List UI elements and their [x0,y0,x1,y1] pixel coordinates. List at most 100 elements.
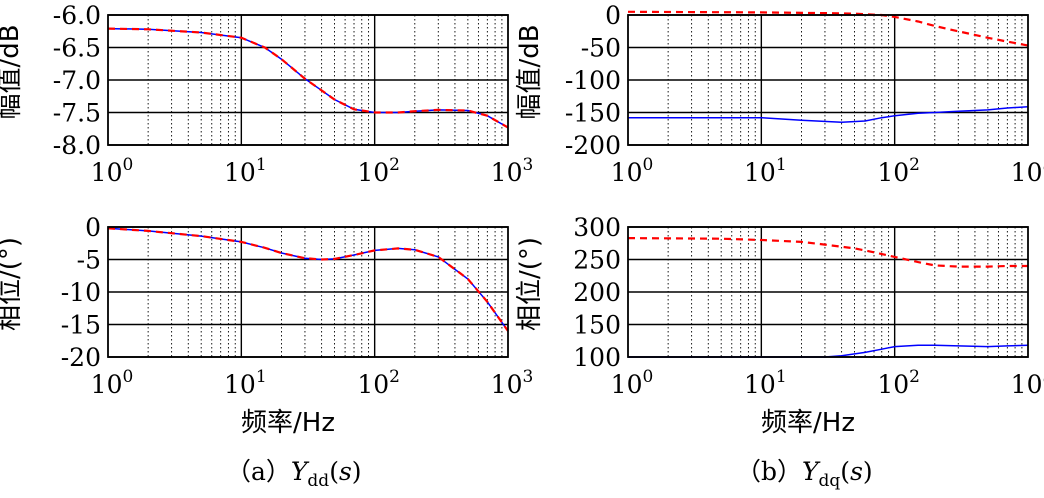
caption-b-symbol: Y [802,457,819,486]
caption-a: （a）Ydd(s) [226,452,362,491]
xtick-base: 10 [611,158,643,187]
xtick-base: 10 [744,158,776,187]
xtick-exponent: 1 [256,367,267,387]
xtick-exponent: 0 [122,367,133,387]
xtick-base: 10 [357,370,389,399]
x-axis-label: 频率/Hz [761,408,855,438]
caption-a-arg: s [338,457,352,486]
xtick-base: 10 [224,158,256,187]
xtick-exponent: 0 [642,155,653,175]
xtick-base: 10 [91,370,123,399]
xtick-exponent: 0 [122,155,133,175]
ytick-label: -5 [77,246,101,275]
xtick-label: 101 [744,155,787,187]
ytick-label: 0 [605,1,621,30]
xtick-label: 100 [611,155,654,187]
xtick-base: 10 [877,370,909,399]
xtick-base: 10 [744,370,776,399]
y-axis-label: 相位/(°) [515,237,545,331]
xtick-label: 103 [491,155,534,187]
ytick-label: -15 [61,311,101,340]
ytick-label: -100 [565,66,621,95]
caption-b: （b）Ydq(s) [736,452,873,491]
axes-frame-a-mag [107,14,509,146]
xtick-base: 10 [877,158,909,187]
xtick-exponent: 3 [1042,155,1044,175]
caption-a-paren: （a） [226,457,291,486]
caption-a-close: ) [351,457,362,486]
xtick-label: 101 [744,367,787,399]
axes-frame-b-phase [627,226,1029,358]
caption-a-open: ( [329,457,339,486]
xtick-label: 102 [357,367,400,399]
xtick-base: 10 [357,158,389,187]
xtick-label: 103 [1011,155,1044,187]
x-axis-label: 频率/Hz [241,408,335,438]
ytick-label: 300 [573,213,621,242]
xtick-label: 101 [224,155,267,187]
ytick-label: -200 [565,131,621,160]
ytick-label: -8.0 [53,131,101,160]
xtick-exponent: 2 [909,155,920,175]
caption-b-arg: s [850,457,863,486]
xtick-base: 10 [1011,370,1043,399]
caption-b-open: ( [840,457,851,486]
series-line-dashed-a-phase [107,227,509,332]
xtick-exponent: 1 [776,155,787,175]
xtick-base: 10 [1011,158,1043,187]
xtick-exponent: 0 [642,367,653,387]
xtick-base: 10 [491,158,523,187]
ytick-label: 200 [573,278,621,307]
ytick-label: -150 [565,99,621,128]
xtick-label: 103 [1011,367,1044,399]
xtick-label: 100 [91,155,134,187]
xtick-exponent: 2 [909,367,920,387]
series-line-solid-b-phase [628,344,1029,358]
axes-frame-b-mag [627,14,1029,146]
plot-b-mag: 0-50-100-150-200100101102103幅值/dB [515,1,1044,187]
caption-a-subscript: dd [307,471,330,491]
ytick-label: 150 [573,311,621,340]
xtick-exponent: 3 [1042,367,1044,387]
series-line-dashed-b-mag [627,10,1029,47]
ytick-label: -20 [61,343,101,372]
xtick-exponent: 1 [776,367,787,387]
ytick-label: -6.5 [53,34,101,63]
caption-b-paren: （b） [736,457,803,486]
y-axis-label: 幅值/dB [0,24,25,119]
caption-b-subscript: dq [818,471,841,491]
xtick-base: 10 [91,158,123,187]
xtick-label: 102 [877,367,920,399]
xtick-exponent: 3 [522,367,533,387]
xtick-base: 10 [611,370,643,399]
series-line-dashed-a-mag [107,27,509,129]
ytick-label: 250 [573,246,621,275]
y-axis-label: 相位/(°) [0,237,25,331]
plot-b-phase: 300250200150100100101102103相位/(°)频率/Hz [515,213,1044,438]
caption-b-close: ) [862,457,873,486]
xtick-exponent: 1 [256,155,267,175]
xtick-label: 101 [224,367,267,399]
xtick-exponent: 2 [389,155,400,175]
ytick-label: -7.5 [53,99,101,128]
xtick-label: 103 [491,367,534,399]
series-line-solid-a-phase [107,227,509,332]
series-line-solid-b-mag [628,105,1029,124]
xtick-label: 102 [357,155,400,187]
ytick-label: 100 [573,343,621,372]
xtick-label: 100 [611,367,654,399]
xtick-base: 10 [224,370,256,399]
ytick-label: -7.0 [53,66,101,95]
series-line-dashed-b-phase [627,237,1028,268]
xtick-label: 102 [877,155,920,187]
ytick-label: -10 [61,278,101,307]
ytick-label: -50 [581,34,621,63]
xtick-base: 10 [491,370,523,399]
y-axis-label: 幅值/dB [515,24,545,119]
ytick-label: -6.0 [53,1,101,30]
xtick-exponent: 2 [389,367,400,387]
caption-a-symbol: Y [290,457,308,486]
